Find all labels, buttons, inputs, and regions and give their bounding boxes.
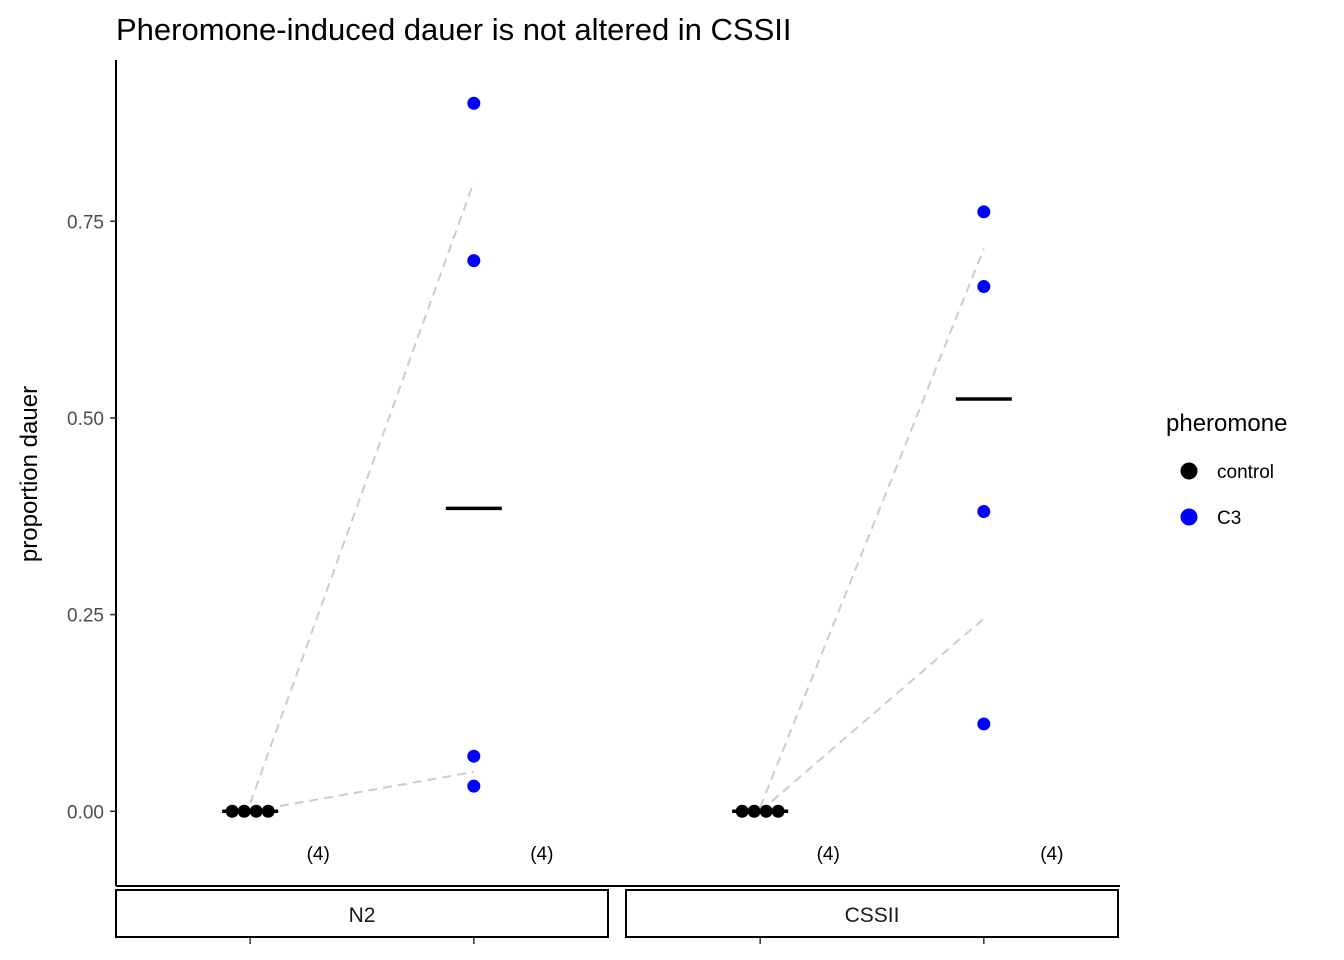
legend-label: C3 bbox=[1217, 508, 1241, 529]
strip-box bbox=[625, 889, 1119, 938]
y-tick-label: 0.50 bbox=[67, 409, 104, 430]
legend-title: pheromone bbox=[1166, 410, 1287, 437]
data-point bbox=[735, 804, 749, 818]
data-point bbox=[467, 254, 481, 268]
plot-area: 0.00 0.25 0.50 0.75 (4) (4) N2 (4) (4) CSSII bbox=[67, 60, 1120, 944]
strip-label: CSSII bbox=[845, 904, 900, 927]
data-point bbox=[467, 749, 481, 763]
trend-line bbox=[759, 248, 985, 808]
data-point bbox=[249, 804, 263, 818]
data-point bbox=[261, 804, 275, 818]
trend-line bbox=[759, 617, 985, 813]
data-point bbox=[467, 779, 481, 793]
trend-line bbox=[250, 770, 474, 813]
strip-box bbox=[115, 889, 609, 938]
n-label: (4) bbox=[307, 844, 330, 865]
data-point bbox=[977, 505, 991, 519]
data-point bbox=[747, 804, 761, 818]
y-axis-title: proportion dauer bbox=[16, 386, 43, 562]
n-label: (4) bbox=[817, 844, 840, 865]
legend: pheromone control C3 bbox=[1166, 410, 1287, 529]
y-tick-label: 0.25 bbox=[67, 606, 104, 627]
y-tick-label: 0.00 bbox=[67, 802, 104, 823]
chart-title: Pheromone-induced dauer is not altered i… bbox=[116, 12, 792, 47]
legend-key bbox=[1180, 462, 1198, 480]
data-point bbox=[977, 280, 991, 294]
legend-key bbox=[1180, 508, 1198, 526]
data-point bbox=[977, 717, 991, 731]
n-label: (4) bbox=[1040, 844, 1063, 865]
strip-label: N2 bbox=[349, 904, 376, 927]
trend-line bbox=[249, 181, 475, 804]
data-point bbox=[977, 205, 991, 219]
data-point bbox=[759, 804, 773, 818]
data-point bbox=[225, 804, 239, 818]
data-point bbox=[237, 804, 251, 818]
n-label: (4) bbox=[530, 844, 553, 865]
legend-label: control bbox=[1217, 462, 1274, 483]
y-tick-label: 0.75 bbox=[67, 212, 104, 233]
data-point bbox=[467, 96, 481, 110]
data-point bbox=[771, 804, 785, 818]
